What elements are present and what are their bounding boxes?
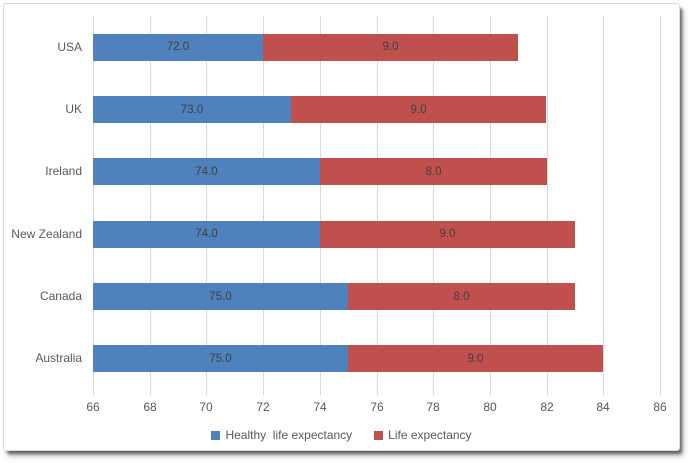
data-label: 75.0 xyxy=(209,290,232,303)
x-tick-label: 70 xyxy=(199,400,213,414)
x-tick-label: 80 xyxy=(483,400,497,414)
gridline-66 xyxy=(93,16,94,395)
x-tick-label: 68 xyxy=(143,400,157,414)
x-tick-label: 72 xyxy=(256,400,270,414)
bar-segment-life-expectancy-canada: 8.0 xyxy=(348,283,575,310)
category-label-uk: UK xyxy=(65,102,82,116)
data-label: 74.0 xyxy=(195,228,218,241)
data-label: 75.0 xyxy=(209,352,232,365)
x-tick-label: 84 xyxy=(596,400,610,414)
data-label: 9.0 xyxy=(410,103,427,116)
gridline-82 xyxy=(547,16,548,395)
legend-label: Healthy life expectancy xyxy=(225,428,353,442)
gridline-78 xyxy=(433,16,434,395)
bar-segment-healthy-life-expectancy-usa: 72.0 xyxy=(93,33,263,61)
gridline-76 xyxy=(377,16,378,395)
legend-swatch-healthy-life-expectancy xyxy=(211,430,221,440)
x-tick-label: 86 xyxy=(653,400,667,414)
gridline-74 xyxy=(320,16,321,395)
data-label: 8.0 xyxy=(425,165,442,178)
category-label-usa: USA xyxy=(57,39,82,54)
category-label-canada: Canada xyxy=(39,289,82,303)
data-label: 73.0 xyxy=(180,103,204,116)
data-label: 9.0 xyxy=(439,228,456,241)
x-tick-label: 74 xyxy=(313,400,327,414)
category-label-new-zealand: New Zealand xyxy=(11,226,82,241)
category-label-australia: Australia xyxy=(35,351,82,366)
gridline-84 xyxy=(603,16,604,395)
bar-segment-healthy-life-expectancy-uk: 73.0 xyxy=(93,96,291,123)
bar-segment-healthy-life-expectancy-australia: 75.0 xyxy=(93,345,348,373)
x-tick-label: 82 xyxy=(540,400,554,414)
x-tick-label: 76 xyxy=(370,400,384,414)
gridline-72 xyxy=(263,16,264,395)
gridline-80 xyxy=(490,16,491,395)
data-label: 72.0 xyxy=(166,41,190,54)
bar-segment-life-expectancy-usa: 9.0 xyxy=(263,33,518,61)
data-label: 8.0 xyxy=(453,290,470,303)
x-tick-label: 78 xyxy=(426,400,440,414)
gridline-68 xyxy=(150,16,151,395)
legend-item-life-expectancy: Life expectancy xyxy=(374,428,472,442)
data-label: 74.0 xyxy=(195,165,218,178)
legend-label: Life expectancy xyxy=(388,428,472,442)
plot-area: 66 68 70 72 74 76 78 80 82 84 86 USA 72.0 9.0 UK 73.0 9.… xyxy=(11,16,667,414)
legend: Healthy life expectancy Life expectancy xyxy=(4,428,679,442)
bar-segment-life-expectancy-new-zealand: 9.0 xyxy=(320,220,575,248)
legend-swatch-life-expectancy xyxy=(374,430,384,440)
bar-segment-healthy-life-expectancy-new-zealand: 74.0 xyxy=(93,220,320,248)
bar-segment-life-expectancy-australia: 9.0 xyxy=(348,345,603,373)
data-label: 9.0 xyxy=(467,352,484,365)
data-label: 9.0 xyxy=(382,41,399,54)
gridline-86 xyxy=(660,16,661,395)
bar-segment-healthy-life-expectancy-ireland: 74.0 xyxy=(93,158,320,186)
gridline-70 xyxy=(206,16,207,395)
bar-segment-life-expectancy-ireland: 8.0 xyxy=(320,158,547,186)
legend-item-healthy-life-expectancy: Healthy life expectancy xyxy=(211,428,352,442)
category-label-ireland: Ireland xyxy=(45,164,82,179)
x-tick-label: 66 xyxy=(86,400,100,414)
chart-frame: 66 68 70 72 74 76 78 80 82 84 86 USA 72.0 9.0 UK 73.0 9.… xyxy=(3,3,680,451)
bar-segment-healthy-life-expectancy-canada: 75.0 xyxy=(93,283,348,310)
bar-segment-life-expectancy-uk: 9.0 xyxy=(291,96,546,123)
